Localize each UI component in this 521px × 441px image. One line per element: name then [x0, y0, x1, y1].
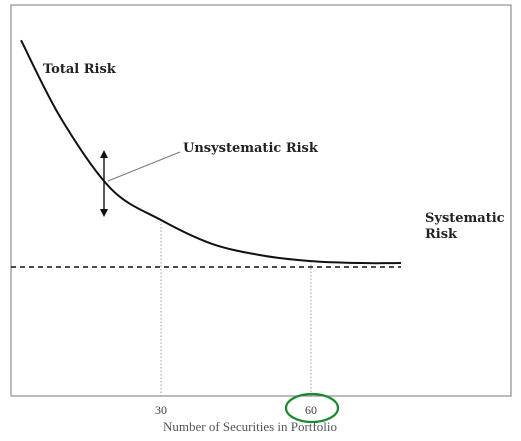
- total-risk-curve: [20, 39, 402, 265]
- systematic-risk-label-line2: Risk: [425, 227, 458, 242]
- arrow-head-down: [100, 209, 108, 217]
- x-tick-label-30: 30: [155, 403, 167, 417]
- x-tick-label-60: 60: [305, 403, 317, 417]
- unsystematic-risk-label: Unsystematic Risk: [183, 141, 319, 156]
- highlight-circle: [284, 392, 340, 424]
- tick-guides: [160, 220, 312, 396]
- systematic-risk-label-line1: Systematic: [425, 211, 505, 226]
- plot-frame: [10, 4, 512, 397]
- unsystematic-risk-leader: [107, 151, 181, 182]
- arrow-head-up: [100, 150, 108, 158]
- x-axis-label: Number of Securities in Portfolio: [163, 419, 337, 434]
- total-risk-label: Total Risk: [43, 62, 117, 77]
- x-tick-labels: 30 60: [155, 403, 317, 417]
- unsystematic-risk-arrow: [100, 150, 108, 217]
